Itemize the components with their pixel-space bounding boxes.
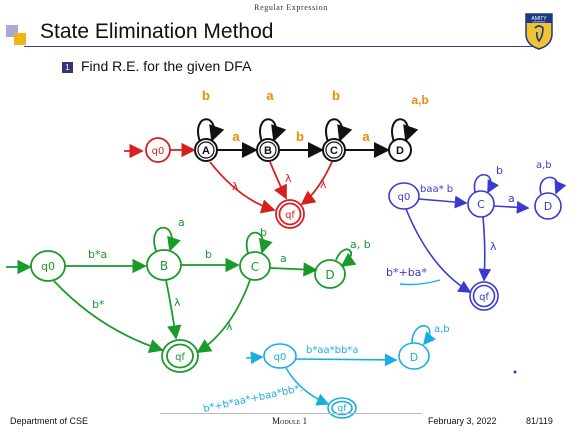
green-edge-b-c: b: [205, 248, 212, 261]
footer: Department of CSE Module 1 February 3, 2…: [0, 413, 582, 429]
footer-date: February 3, 2022: [428, 416, 497, 426]
dfa-diagram: A B C D b a b a,b a b a: [194, 88, 429, 162]
footer-department: Department of CSE: [10, 416, 89, 426]
green-edge-c-d: a: [280, 252, 287, 265]
loop-label-c: b: [332, 88, 340, 103]
cyan-edge-q0-qf: b*+b*aa*+baa*bb*.: [202, 383, 303, 415]
green-edge-q0-qf: b*: [92, 298, 105, 311]
blue-annotations: q0 C D qf baa* b b a a,b λ b*+ba*: [386, 160, 567, 374]
edge-label-c-d: a: [362, 129, 370, 144]
blue-state-c: [467, 190, 495, 218]
blue-c-label: C: [477, 198, 485, 211]
item-number: 1: [62, 62, 73, 73]
green-state-qf: [161, 339, 199, 373]
loop-b: [259, 118, 287, 143]
green-d-label: D: [325, 268, 334, 282]
loop-label-a: b: [202, 88, 210, 103]
footer-module: Module 1: [272, 416, 308, 426]
title-divider: [24, 46, 540, 47]
blue-state-d: [534, 192, 562, 220]
state-label-b: B: [264, 145, 272, 157]
red-lambda-2: λ: [285, 172, 292, 185]
green-loop-b: a: [178, 216, 185, 229]
blue-edge-c-d: a: [508, 192, 515, 205]
state-d: [388, 138, 412, 162]
red-annotations: q0 qf λ λ λ: [124, 137, 333, 229]
footer-page-number: 81/119: [526, 416, 553, 426]
item-text: Find R.E. for the given DFA: [81, 58, 252, 74]
cyan-state-q0: [263, 343, 297, 369]
state-label-a: A: [202, 145, 210, 157]
blue-edge-q0-c: baa* b: [420, 184, 453, 195]
green-q0-label: q0: [41, 260, 55, 273]
red-final-label: qf: [285, 210, 295, 221]
cyan-edge-q0-d: b*aa*bb*a: [306, 345, 358, 356]
green-loop-c: b: [260, 226, 267, 239]
green-annotations: q0 B C D qf b*a a b b a a, b b* λ λ: [6, 216, 371, 373]
slide-title: State Elimination Method: [40, 20, 274, 43]
green-qf-label: qf: [175, 352, 185, 363]
edge-label-b-c: b: [296, 129, 304, 144]
logo-text: AMITY: [531, 16, 547, 22]
blue-loop-c: b: [496, 164, 503, 177]
blue-lambda: λ: [490, 240, 497, 253]
green-state-c: [239, 251, 271, 281]
loop-label-b: a: [266, 88, 274, 103]
green-c-label: C: [251, 260, 259, 274]
blue-state-q0: [388, 182, 420, 210]
blue-state-qf: [469, 281, 499, 311]
cyan-loop-d: a,b: [434, 324, 450, 335]
red-lambda-1: λ: [232, 180, 239, 193]
cyan-annotations: q0 D qf a,b b*aa*bb*a b*+b*aa*+baa*bb*.: [202, 324, 450, 419]
blue-edge-q0-qf: b*+ba*: [386, 266, 427, 279]
green-lambda-2: λ: [226, 320, 233, 333]
edge-label-a-b: a: [232, 129, 240, 144]
loop-d: [391, 118, 419, 143]
loop-a: [197, 118, 225, 143]
university-logo: AMITY UNIVERSITY: [525, 13, 553, 50]
red-lambda-3: λ: [320, 178, 327, 191]
state-label-d: D: [396, 145, 404, 157]
section-header: Regular Expression: [254, 3, 328, 12]
green-b-label: B: [160, 259, 168, 273]
list-item: 1 Find R.E. for the given DFA: [62, 58, 251, 74]
green-edge-q0-b: b*a: [88, 248, 107, 261]
cyan-state-d: [398, 342, 430, 370]
blue-q0-label: q0: [398, 192, 411, 203]
cyan-state-qf: [327, 397, 357, 419]
title-decoration-square-accent: [14, 33, 26, 45]
footer-rule: [160, 413, 422, 414]
blue-d-label: D: [544, 200, 552, 213]
cyan-qf-label: qf: [338, 404, 348, 414]
red-initial-label: q0: [152, 146, 165, 157]
state-label-c: C: [330, 145, 338, 157]
cyan-d-label: D: [410, 351, 418, 364]
green-loop-d: a, b: [350, 238, 371, 251]
blue-loop-d: a,b: [536, 160, 552, 171]
cyan-q0-label: q0: [274, 352, 287, 363]
loop-c: [325, 118, 353, 143]
green-state-d: [314, 259, 346, 289]
red-final-state: [275, 199, 305, 229]
loop-label-d: a,b: [411, 93, 428, 107]
blue-qf-label: qf: [479, 292, 489, 303]
logo-subtext: UNIVERSITY: [532, 22, 546, 24]
green-lambda-1: λ: [174, 296, 181, 309]
